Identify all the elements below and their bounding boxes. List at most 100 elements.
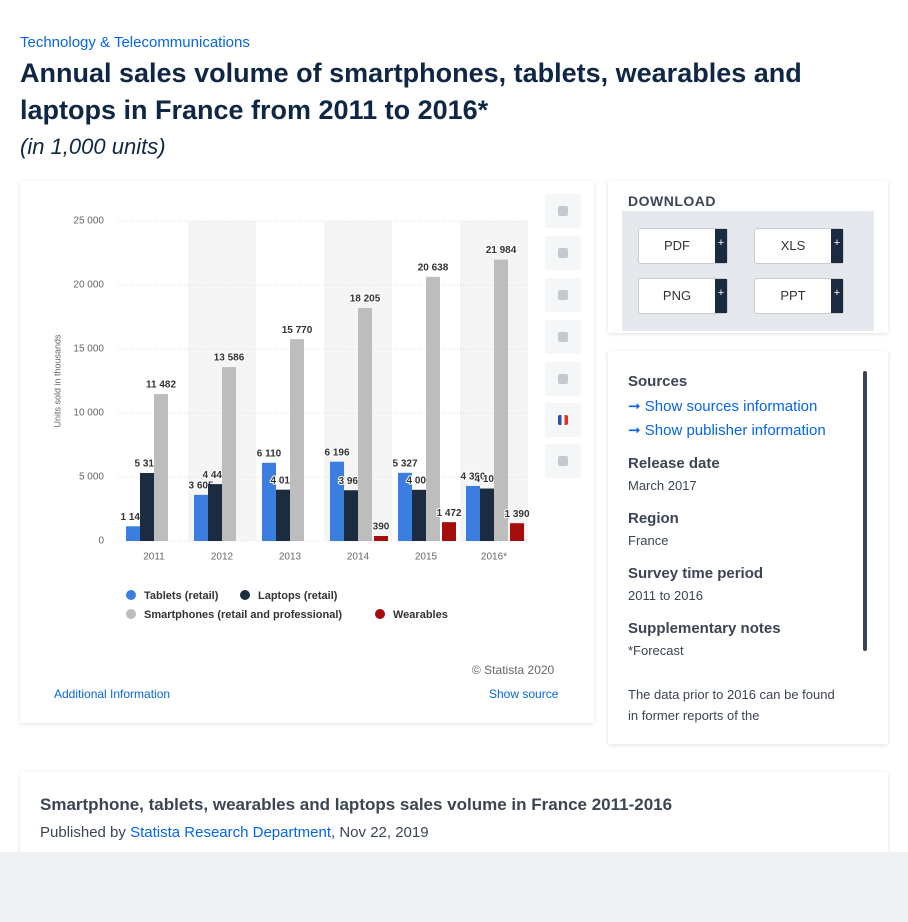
- item-label: Supplementary notes: [628, 620, 781, 637]
- value-label: 20 638: [418, 262, 449, 273]
- legend-marker: [375, 609, 385, 619]
- show-source-link[interactable]: Show source: [489, 687, 559, 701]
- y-tick-label: 0: [98, 536, 104, 547]
- bar: [426, 276, 440, 541]
- bar: [140, 472, 154, 541]
- item-value: March 2017: [628, 478, 697, 493]
- bar: [442, 522, 456, 541]
- bar: [344, 490, 358, 541]
- y-tick-label: 15 000: [73, 344, 104, 355]
- value-label: 5 327: [392, 458, 417, 469]
- bar: [222, 367, 236, 541]
- ppt-button[interactable]: PPT +: [754, 278, 844, 314]
- bar: [494, 259, 508, 541]
- publication-line: Published by Statista Research Departmen…: [40, 824, 429, 841]
- y-tick-label: 10 000: [73, 408, 104, 419]
- legend-marker: [126, 590, 136, 600]
- bar: [480, 488, 494, 541]
- value-label: 4 300: [460, 472, 485, 483]
- legend-marker: [240, 590, 250, 600]
- value-label: 21 984: [486, 245, 517, 256]
- share-button[interactable]: [545, 320, 581, 354]
- settings-button[interactable]: [545, 278, 581, 312]
- item-value: 2011 to 2016: [628, 588, 703, 603]
- footer-band: [0, 852, 908, 922]
- page-subtitle: (in 1,000 units): [20, 134, 166, 159]
- link-text[interactable]: Show publisher information: [644, 422, 826, 439]
- print-button[interactable]: [545, 444, 581, 478]
- value-label: 390: [373, 522, 390, 533]
- bar: [194, 494, 208, 541]
- favorite-button[interactable]: [545, 194, 581, 228]
- date: , Nov 22, 2019: [331, 824, 429, 841]
- button-label: PDF: [664, 238, 690, 253]
- button-label: XLS: [780, 238, 806, 253]
- item-label: Release date: [628, 455, 720, 472]
- x-tick-label: 2013: [279, 552, 302, 563]
- plus: +: [715, 229, 727, 263]
- sources-heading: Sources: [628, 373, 688, 390]
- xls-button[interactable]: XLS +: [754, 228, 844, 264]
- cite-button[interactable]: [545, 362, 581, 396]
- x-tick-label: 2011: [143, 552, 165, 563]
- chart: Units sold in thousands 0 5 000 10 000 15 0…: [52, 216, 531, 621]
- scrollbar[interactable]: [863, 371, 867, 651]
- x-tick-label: 2014: [347, 552, 370, 563]
- sources-card: Sources ➞ Show sources information ➞ Sho…: [608, 351, 888, 744]
- legend-marker: [126, 609, 136, 619]
- bar: [466, 485, 480, 541]
- y-tick-label: 20 000: [73, 280, 104, 291]
- bar: [262, 462, 276, 541]
- bar: [374, 536, 388, 541]
- language-button[interactable]: [545, 403, 581, 437]
- png-button[interactable]: PNG +: [638, 278, 728, 314]
- value-label: 6 110: [257, 448, 282, 459]
- bar: [510, 523, 524, 541]
- value-label: 1 472: [436, 508, 461, 519]
- additional-info-link[interactable]: Additional Information: [54, 687, 171, 701]
- publisher-link[interactable]: Statista Research Department: [130, 824, 332, 841]
- item-label: Region: [628, 510, 679, 527]
- item-value: France: [628, 533, 669, 548]
- plus: +: [831, 279, 843, 313]
- value-label: 1 390: [504, 509, 529, 520]
- button-label: PPT: [780, 288, 806, 303]
- bar: [276, 489, 290, 541]
- x-tick-label: 2012: [211, 552, 234, 563]
- x-tick-label: 2016*: [481, 552, 507, 563]
- value-label: 6 196: [324, 447, 349, 458]
- item-value: *Forecast: [628, 643, 684, 658]
- breadcrumb[interactable]: Technology & Telecommunications: [20, 34, 250, 51]
- button-label: PNG: [662, 288, 692, 303]
- value-label: 11 482: [146, 380, 176, 391]
- page-title: Annual sales volume of smartphones, tabl…: [20, 58, 802, 125]
- bar: [412, 489, 426, 541]
- link-text[interactable]: Show sources information: [644, 398, 818, 415]
- sources-link[interactable]: ➞ Show sources information: [628, 398, 818, 415]
- bar: [208, 484, 222, 541]
- copyright: © Statista 2020: [472, 663, 555, 677]
- value-label: 13 586: [214, 353, 245, 364]
- bar: [126, 526, 140, 541]
- publisher-link[interactable]: ➞ Show publisher information: [628, 422, 826, 439]
- bar: [290, 339, 304, 541]
- legend-label: Wearables: [393, 609, 448, 621]
- alert-button[interactable]: [545, 236, 581, 270]
- notes-text: The data prior to 2016 can be found in f…: [628, 687, 835, 723]
- item-label: Survey time period: [628, 565, 764, 582]
- plus: +: [831, 229, 843, 263]
- y-tick-label: 5 000: [79, 472, 104, 483]
- value-label: 15 770: [282, 325, 313, 336]
- y-axis-title: Units sold in thousands: [52, 334, 62, 428]
- prefix: Published by: [40, 824, 126, 841]
- x-tick-label: 2015: [415, 552, 438, 563]
- legend-label: Laptops (retail): [258, 590, 338, 602]
- pdf-button[interactable]: PDF +: [638, 228, 728, 264]
- bar: [358, 307, 372, 541]
- download-card: DOWNLOAD PDF + XLS + PNG + PPT +: [608, 181, 888, 333]
- legend-label: Smartphones (retail and professional): [144, 609, 342, 621]
- bar: [330, 461, 344, 541]
- publication-title: Smartphone, tablets, wearables and lapto…: [40, 795, 673, 814]
- bar: [154, 394, 168, 541]
